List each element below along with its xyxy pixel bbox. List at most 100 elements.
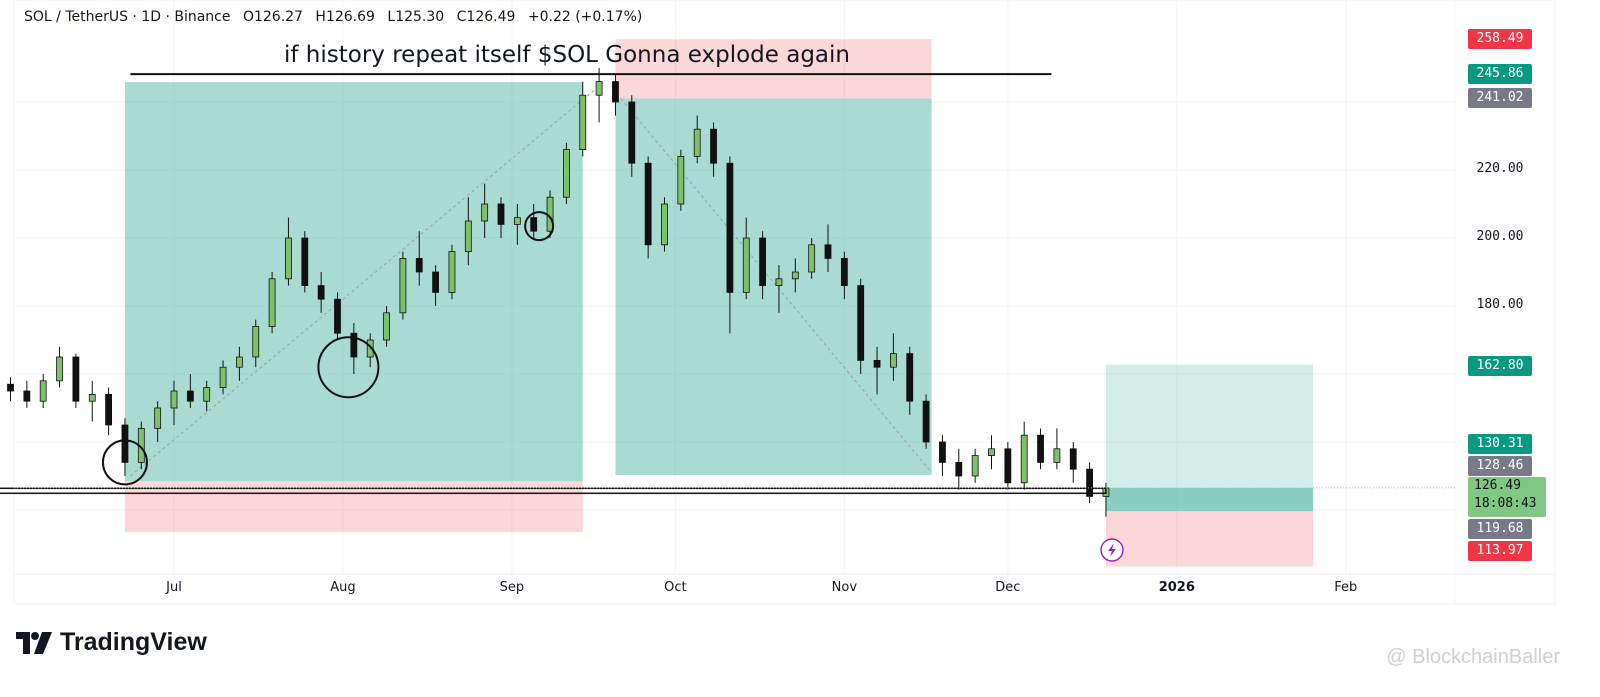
candle-body [873, 359, 881, 368]
candle-body [530, 217, 538, 232]
candle-body [595, 81, 603, 96]
candle-body [1004, 448, 1012, 484]
candle-body [775, 278, 783, 286]
position-loss-zone [615, 39, 932, 99]
price-label-value: 130.31 [1476, 436, 1524, 451]
highlight-circle [524, 211, 555, 242]
position-profit-zone [124, 82, 583, 482]
position-loss-zone [1105, 511, 1314, 567]
candle-body [252, 325, 260, 358]
candle-body [105, 393, 112, 426]
candle-body [890, 353, 897, 368]
ohlc-low: L125.30 [387, 9, 445, 25]
time-tick: Nov [831, 580, 858, 595]
price-label-neutral: 128.46 [1468, 456, 1532, 476]
ohlc-high: H126.69 [315, 9, 375, 25]
candle-body [513, 217, 521, 225]
candle-body [677, 155, 685, 205]
candle-body [791, 271, 799, 280]
candle-body [170, 390, 178, 409]
symbol-header: SOL / TetherUS · 1D · Binance O126.27 H1… [24, 9, 650, 25]
candle-body [432, 271, 440, 293]
price-label-value: 241.02 [1476, 90, 1524, 105]
candle-body [939, 441, 946, 463]
chart-frame [13, 0, 1556, 605]
candle-body [383, 312, 390, 341]
candle-body [366, 339, 374, 358]
time-tick: Sep [499, 580, 525, 595]
candle-body [7, 383, 14, 392]
candle-body [824, 244, 832, 259]
lightning-icon-glyph [1108, 543, 1116, 557]
highlight-circle [101, 439, 148, 486]
candle-body [88, 393, 96, 402]
price-tick: 200.00 [1476, 229, 1524, 244]
candle-body [268, 278, 276, 327]
price-label-neutral: 241.02 [1468, 88, 1532, 108]
candle-body [971, 455, 979, 477]
candle-body [481, 203, 489, 222]
candle-body [857, 285, 865, 361]
price-label-value: 119.68 [1476, 521, 1524, 536]
candle-body [285, 237, 292, 280]
trend-line [130, 81, 605, 477]
candle-body [579, 94, 587, 150]
candle-body [39, 380, 47, 402]
candle-body [726, 162, 734, 293]
price-label-value: 162.80 [1476, 358, 1524, 373]
candle-body [644, 162, 652, 246]
price-label-profit: 162.80 [1468, 356, 1532, 376]
candle-body [628, 101, 636, 164]
candle-body [121, 424, 129, 463]
price-tick: 180.00 [1476, 297, 1524, 312]
candle-body [710, 128, 717, 164]
candle-body [497, 203, 505, 225]
price-label-profit: 245.86 [1468, 64, 1532, 84]
candle-body [840, 257, 848, 286]
symbol-title[interactable]: SOL / TetherUS · 1D · Binance [24, 9, 231, 25]
candle-body [235, 356, 243, 368]
time-tick: 2026 [1158, 580, 1195, 595]
candle-body [693, 128, 701, 157]
price-label-neutral: 119.68 [1468, 519, 1532, 539]
candle-body [1069, 448, 1077, 470]
ohlc-close: C126.49 [456, 9, 516, 25]
price-change: +0.22 (+0.17%) [527, 9, 643, 25]
time-tick: Dec [995, 580, 1021, 595]
price-label-loss: 113.97 [1468, 541, 1532, 561]
candle-body [1037, 434, 1044, 463]
price-label-value: 128.46 [1476, 458, 1524, 473]
candle-body [464, 220, 472, 253]
price-label-value: 113.97 [1476, 543, 1524, 558]
position-profit-zone [615, 98, 932, 475]
candle-body [612, 81, 619, 103]
candle-body [759, 237, 766, 286]
candle-body [563, 149, 570, 198]
candle-body [1086, 468, 1093, 497]
candle-body [23, 390, 31, 402]
candle-body [988, 448, 995, 456]
candle-body [203, 387, 211, 402]
candle-body [1020, 434, 1028, 484]
candle-body [808, 244, 816, 273]
price-label-loss: 258.49 [1468, 29, 1532, 49]
tradingview-logo: TradingView [16, 628, 207, 657]
ohlc-open: O126.27 [242, 9, 303, 25]
chart-annotation-text[interactable]: if history repeat itself $SOL Gonna expl… [284, 42, 850, 68]
candle-body [350, 332, 358, 358]
candle-body [922, 400, 930, 443]
candle-body [56, 356, 63, 382]
candle-body [742, 237, 750, 293]
candle-body [186, 390, 194, 402]
candle-body [334, 298, 341, 334]
position-profit-zone [1105, 364, 1314, 512]
candle-body [955, 461, 963, 477]
candle-body [661, 203, 668, 246]
candle-body [154, 407, 162, 429]
candle-body [219, 366, 227, 389]
tradingview-logo-icon [16, 631, 52, 654]
candle-body [906, 353, 914, 402]
price-label-value: 258.49 [1476, 31, 1524, 46]
candle-body [399, 257, 407, 314]
